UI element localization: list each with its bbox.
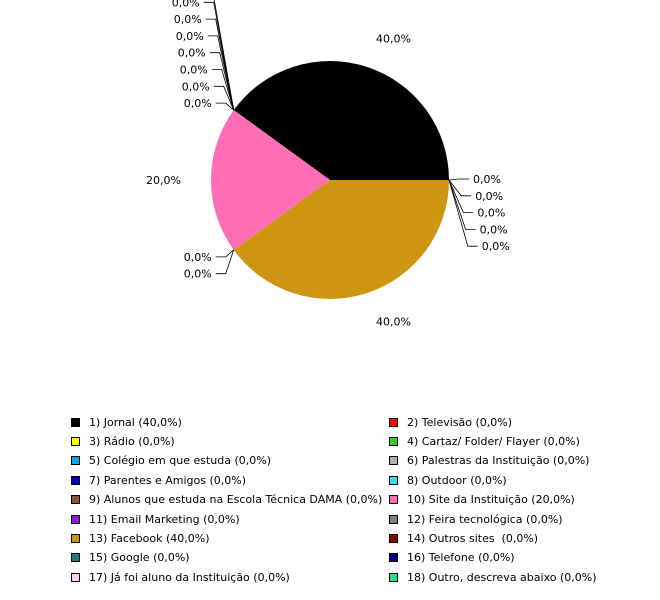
legend-swatch	[389, 495, 398, 505]
leader-line-15	[448, 179, 472, 197]
slice-label-15: 0,0%	[475, 190, 503, 203]
slice-label-6: 0,0%	[178, 47, 206, 60]
leader-line-14	[448, 178, 469, 181]
slice-label-16: 0,0%	[477, 207, 505, 220]
slice-label-14: 0,0%	[473, 173, 501, 186]
legend-swatch	[71, 572, 80, 582]
legend-swatch	[71, 475, 80, 485]
legend-label: 7) Parentes e Amigos (0,0%)	[89, 473, 247, 487]
leader-line-18	[448, 179, 478, 247]
legend-item-7: 7) Parentes e Amigos (0,0%)	[71, 473, 246, 487]
leader-line-9	[215, 102, 234, 111]
legend-label: 13) Facebook (40,0%)	[89, 531, 210, 545]
label-leader-lines	[203, 0, 478, 275]
slice-label-12: 0,0%	[184, 268, 212, 281]
legend-label: 15) Google (0,0%)	[89, 551, 190, 565]
slice-label-5: 0,0%	[176, 30, 204, 43]
legend-item-2: 2) Televisão (0,0%)	[389, 415, 512, 429]
slice-label-10: 20,0%	[146, 174, 181, 187]
legend-swatch	[389, 514, 398, 524]
slice-label-11: 0,0%	[184, 251, 212, 264]
slice-label-13: 40,0%	[376, 316, 411, 329]
legend-swatch	[71, 533, 80, 543]
legend-item-14: 14) Outros sites (0,0%)	[389, 531, 538, 545]
legend-swatch	[71, 514, 80, 524]
legend-item-12: 12) Feira tecnológica (0,0%)	[389, 512, 563, 526]
leader-line-4	[205, 18, 235, 111]
legend-swatch	[71, 436, 80, 446]
slice-label-3: 0,0%	[172, 0, 200, 9]
legend-swatch	[389, 436, 398, 446]
leader-line-11	[215, 249, 234, 258]
legend-label: 12) Feira tecnológica (0,0%)	[407, 512, 563, 526]
leader-line-5	[207, 35, 235, 111]
legend-swatch	[71, 417, 80, 427]
legend-swatch	[71, 495, 80, 505]
legend-label: 16) Telefone (0,0%)	[407, 551, 515, 565]
pie-slice-13	[233, 180, 450, 299]
legend-item-11: 11) Email Marketing (0,0%)	[71, 512, 240, 526]
legend-item-16: 16) Telefone (0,0%)	[389, 551, 515, 565]
legend-item-13: 13) Facebook (40,0%)	[71, 531, 210, 545]
leader-line-12	[215, 249, 235, 275]
legend-item-5: 5) Colégio em que estuda (0,0%)	[71, 454, 271, 468]
slice-label-8: 0,0%	[182, 80, 210, 93]
legend-label: 18) Outro, descreva abaixo (0,0%)	[407, 570, 597, 584]
legend-item-9: 9) Alunos que estuda na Escola Técnica D…	[71, 493, 382, 507]
pie-slices	[211, 61, 450, 299]
legend-swatch	[389, 456, 398, 466]
leader-line-3	[203, 1, 235, 111]
legend-item-4: 4) Cartaz/ Folder/ Flayer (0,0%)	[389, 434, 580, 448]
legend-item-15: 15) Google (0,0%)	[71, 551, 190, 565]
slice-label-17: 0,0%	[480, 223, 508, 236]
legend-label: 6) Palestras da Instituição (0,0%)	[407, 454, 590, 468]
pie-slice-1	[233, 61, 449, 180]
legend-item-3: 3) Rádio (0,0%)	[71, 434, 175, 448]
legend-item-17: 17) Já foi aluno da Instituição (0,0%)	[71, 570, 290, 584]
legend-swatch	[71, 553, 80, 563]
slice-labels: 40,0% 0,0% 0,0% 0,0% 0,0% 0,0% 0,0% 0,0% 0,0% 20,…	[146, 0, 510, 329]
slice-label-7: 0,0%	[180, 64, 208, 77]
legend-swatch	[389, 475, 398, 485]
legend-swatch	[389, 572, 398, 582]
leader-line-16	[448, 179, 474, 214]
slice-label-1: 40,0%	[376, 32, 411, 45]
slice-label-4: 0,0%	[174, 13, 202, 26]
legend-label: 3) Rádio (0,0%)	[89, 434, 175, 448]
legend-label: 2) Televisão (0,0%)	[407, 415, 513, 429]
legend-swatch	[389, 553, 398, 563]
legend-swatch	[389, 533, 398, 543]
leader-line-8	[213, 85, 235, 111]
legend-label: 10) Site da Instituição (20,0%)	[407, 493, 575, 507]
legend-swatch	[71, 456, 80, 466]
legend-label: 11) Email Marketing (0,0%)	[89, 512, 240, 526]
legend-label: 9) Alunos que estuda na Escola Técnica D…	[89, 493, 383, 507]
legend-item-6: 6) Palestras da Instituição (0,0%)	[389, 454, 589, 468]
legend-label: 1) Jornal (40,0%)	[89, 415, 182, 429]
leader-line-17	[448, 179, 476, 230]
slice-label-18: 0,0%	[482, 240, 510, 253]
legend-item-8: 8) Outdoor (0,0%)	[389, 473, 507, 487]
legend-item-1: 1) Jornal (40,0%)	[71, 415, 182, 429]
leader-line-6	[209, 52, 235, 111]
legend-label: 8) Outdoor (0,0%)	[407, 473, 507, 487]
leader-line-7	[211, 69, 235, 111]
slice-label-9: 0,0%	[184, 97, 212, 110]
pie-slice-10	[211, 110, 330, 250]
legend-item-18: 18) Outro, descreva abaixo (0,0%)	[389, 570, 597, 584]
legend-swatch	[389, 417, 398, 427]
legend-label: 14) Outros sites (0,0%)	[407, 531, 539, 545]
legend-label: 17) Já foi aluno da Instituição (0,0%)	[89, 570, 290, 584]
legend-label: 5) Colégio em que estuda (0,0%)	[89, 454, 272, 468]
legend-item-10: 10) Site da Instituição (20,0%)	[389, 493, 575, 507]
legend-label: 4) Cartaz/ Folder/ Flayer (0,0%)	[407, 434, 580, 448]
